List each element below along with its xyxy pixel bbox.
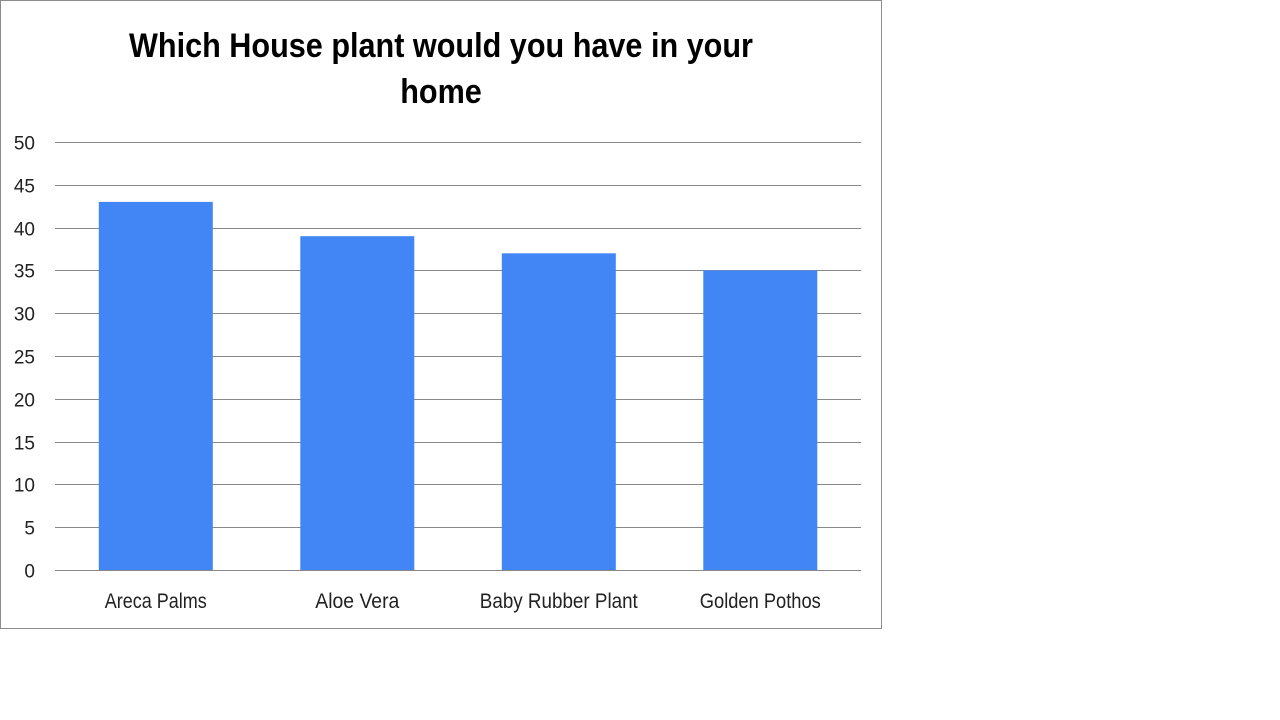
y-tick-label: 20 [14, 391, 35, 412]
chart-frame: Which House plant would you have in your… [0, 0, 882, 629]
y-tick-label: 40 [14, 220, 35, 241]
y-tick-label: 0 [24, 562, 35, 583]
x-category-label: Areca Palms [105, 590, 207, 613]
x-category-label: Baby Rubber Plant [480, 590, 638, 613]
y-tick-label: 30 [14, 305, 35, 326]
y-tick-label: 25 [14, 348, 35, 369]
bar-golden-pothos [703, 270, 818, 570]
bars [98, 201, 818, 571]
bar-areca-palms [98, 201, 213, 570]
y-tick-label: 45 [14, 177, 35, 198]
y-tick-label: 35 [14, 262, 35, 283]
y-axis-ticks: 0 5 10 15 20 25 30 35 40 45 50 [14, 134, 35, 583]
y-tick-label: 50 [14, 134, 35, 155]
bar-aloe-vera [300, 236, 415, 570]
chart-title: Which House plant would you have in your… [129, 27, 753, 111]
x-category-label: Golden Pothos [700, 590, 821, 613]
y-tick-label: 10 [14, 476, 35, 497]
x-category-label: Aloe Vera [315, 590, 399, 613]
y-tick-label: 15 [14, 434, 35, 455]
bar-baby-rubber-plant [501, 253, 616, 571]
x-axis-labels: Areca Palms Aloe Vera Baby Rubber Plant Gol… [105, 590, 821, 613]
bar-chart: 0 5 10 15 20 25 30 35 40 45 50 Areca Palms Aloe Ver… [14, 134, 861, 613]
y-tick-label: 5 [24, 519, 35, 540]
